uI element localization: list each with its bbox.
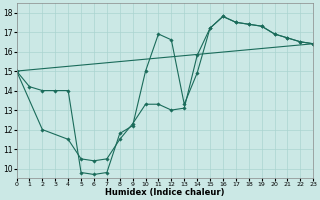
X-axis label: Humidex (Indice chaleur): Humidex (Indice chaleur) xyxy=(105,188,225,197)
